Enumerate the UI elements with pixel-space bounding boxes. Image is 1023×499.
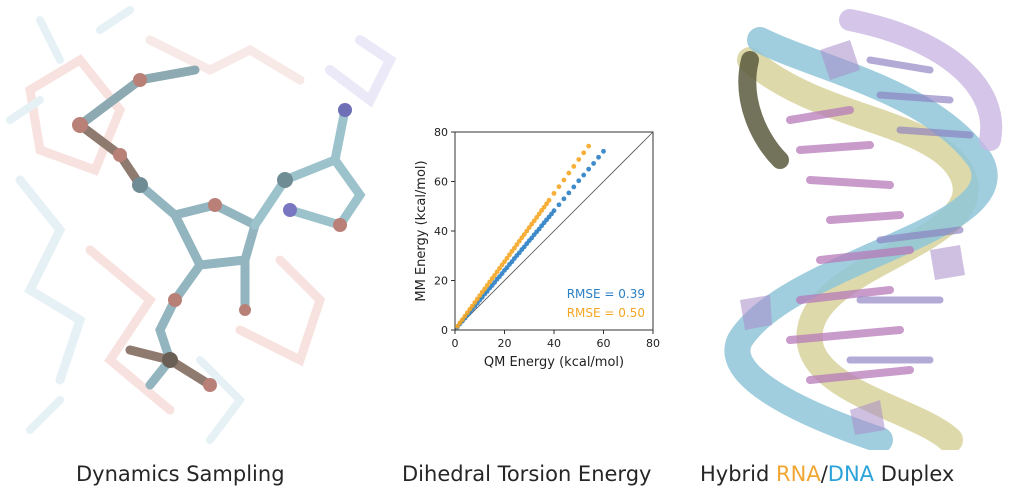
point-series-0: [601, 148, 606, 154]
point-series-1: [556, 184, 562, 190]
point-series-1: [462, 313, 468, 319]
point-series-1: [494, 269, 500, 275]
x-tick-label: 0: [452, 337, 459, 350]
point-series-0: [576, 178, 582, 184]
rna-dna-duplex-image: [724, 9, 1003, 450]
y-tick-label: 20: [434, 275, 448, 288]
x-tick-label: 20: [498, 337, 512, 350]
point-series-1: [586, 143, 592, 149]
point-series-1: [536, 211, 542, 217]
point-series-1: [504, 255, 510, 261]
point-series-0: [561, 196, 567, 202]
point-series-1: [581, 150, 587, 156]
y-tick-label: 0: [441, 324, 448, 337]
point-series-1: [484, 283, 490, 288]
point-series-1: [571, 164, 577, 169]
y-axis-label: MM Energy (kcal/mol): [414, 160, 429, 301]
point-series-1: [514, 242, 520, 248]
point-series-1: [531, 218, 537, 224]
rmse-blue-annotation: RMSE = 0.39: [567, 287, 645, 301]
point-series-1: [474, 296, 480, 302]
point-series-1: [482, 286, 488, 292]
point-series-0: [566, 190, 572, 196]
point-series-1: [561, 177, 567, 183]
point-series-0: [551, 208, 557, 214]
point-series-1: [487, 279, 493, 285]
point-series-1: [546, 197, 552, 203]
point-series-1: [516, 238, 522, 244]
caption-dynamics-sampling: Dynamics Sampling: [76, 462, 285, 486]
scatter-points: [455, 143, 606, 330]
point-series-0: [556, 202, 562, 208]
point-series-1: [469, 303, 475, 309]
point-series-1: [566, 170, 572, 176]
caption-suffix: Duplex: [874, 462, 955, 486]
point-series-1: [524, 228, 530, 234]
caption-rna: RNA: [776, 462, 821, 486]
caption-prefix: Hybrid: [700, 462, 777, 486]
point-series-1: [464, 310, 470, 316]
point-series-1: [507, 252, 512, 258]
point-series-1: [455, 323, 460, 329]
point-series-1: [541, 204, 547, 210]
x-tick-label: 60: [597, 337, 611, 350]
x-axis-label: QM Energy (kcal/mol): [484, 355, 624, 370]
point-series-1: [460, 317, 465, 323]
point-series-0: [586, 166, 592, 172]
x-tick-label: 40: [547, 337, 561, 350]
y-tick-label: 80: [434, 126, 448, 139]
point-series-1: [526, 225, 532, 230]
point-series-1: [502, 259, 507, 265]
rmse-orange-annotation: RMSE = 0.50: [567, 306, 645, 320]
point-series-0: [596, 154, 601, 160]
caption-dihedral-torsion-energy: Dihedral Torsion Energy: [402, 462, 652, 486]
point-series-1: [497, 265, 502, 271]
point-series-0: [571, 184, 577, 190]
plot-area: [454, 131, 654, 331]
point-series-1: [477, 293, 483, 298]
y-tick-label: 40: [434, 225, 448, 238]
point-series-1: [551, 190, 557, 196]
axes: 0 20 40 60 80 0 20 40 60 80: [434, 126, 660, 350]
point-series-1: [534, 214, 540, 220]
dynamics-sampling-image: [6, 6, 397, 444]
y-tick-label: 60: [434, 176, 448, 189]
point-series-1: [492, 272, 497, 278]
torsion-energy-scatter-chart: 0 20 40 60 80 0 20 40 60 80 RMSE = 0.39 RMSE = 0.…: [414, 126, 660, 370]
point-series-1: [512, 245, 517, 251]
caption-separator: /: [820, 462, 828, 486]
point-series-0: [591, 161, 596, 166]
caption-dna: DNA: [827, 462, 875, 486]
point-series-1: [472, 300, 478, 305]
reference-line: [454, 131, 654, 331]
point-series-1: [576, 157, 582, 162]
point-series-1: [544, 201, 549, 207]
point-series-1: [521, 232, 527, 237]
caption-hybrid-duplex: Hybrid RNA/DNA Duplex: [700, 462, 954, 486]
x-tick-label: 80: [646, 337, 660, 350]
point-series-0: [581, 172, 587, 178]
